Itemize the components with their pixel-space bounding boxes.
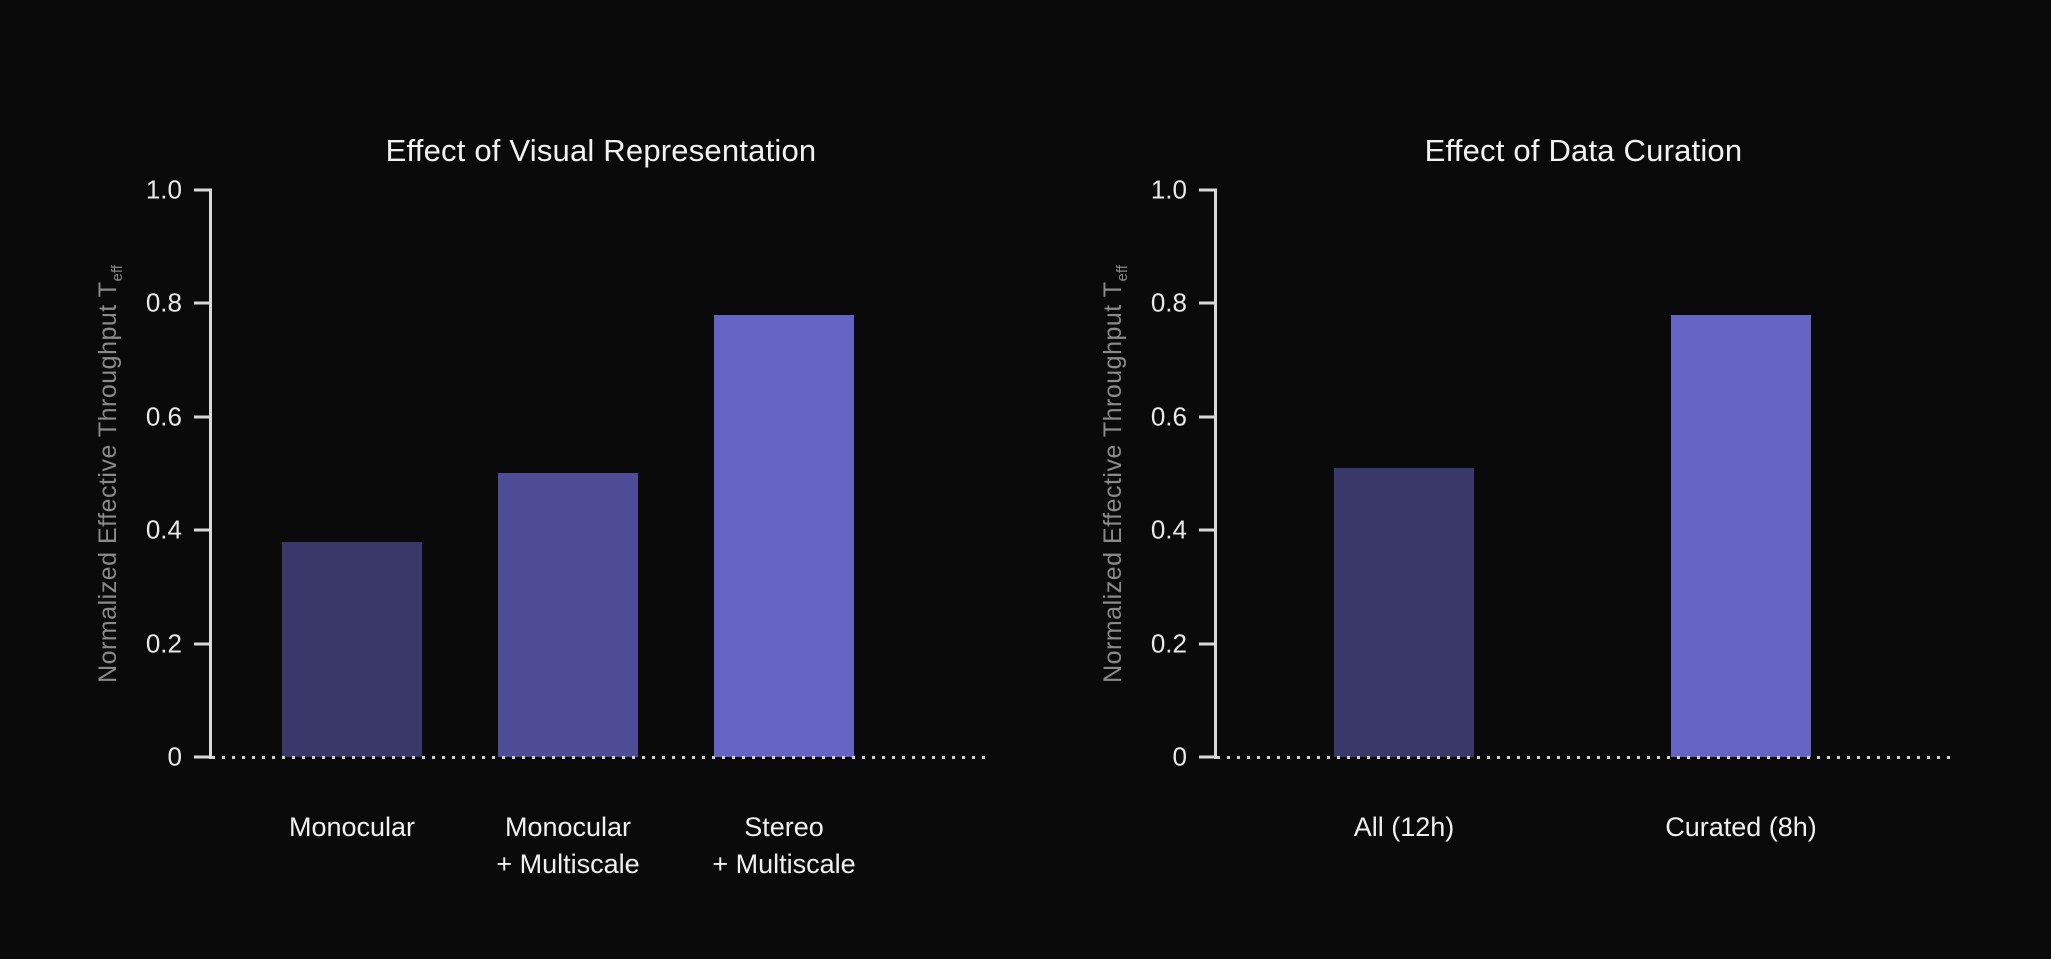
x-label-line: + Multiscale	[496, 849, 640, 879]
y-tick-label: 0.2	[145, 628, 182, 659]
chart-visual-representation: Effect of Visual Representation Normaliz…	[94, 0, 990, 959]
x-label-stereo-multiscale: Stereo + Multiscale	[624, 809, 944, 883]
x-label-line: All (12h)	[1353, 812, 1455, 842]
x-label-line: Monocular	[504, 812, 632, 842]
y-tick-mark	[1199, 301, 1217, 305]
y-tick-mark	[194, 528, 212, 532]
y-tick-label: 0.6	[145, 401, 182, 432]
y-axis-label-text: Normalized Effective Throughput T	[1099, 280, 1127, 683]
y-axis-label-text: Normalized Effective Throughput T	[94, 280, 122, 683]
bar-stereo-multiscale	[714, 315, 854, 757]
x-label-line: Monocular	[288, 812, 416, 842]
y-tick-mark	[1199, 188, 1217, 192]
y-tick-mark	[1199, 415, 1217, 419]
y-tick-label: 0	[1172, 741, 1187, 772]
y-tick-label: 0.6	[1150, 401, 1187, 432]
y-tick-label: 0.2	[1150, 628, 1187, 659]
y-tick-label: 0.4	[1150, 514, 1187, 545]
bar-monocular-multiscale	[498, 473, 638, 757]
bar-monocular	[282, 542, 422, 757]
x-label-all-12h: All (12h)	[1244, 809, 1564, 846]
y-tick-mark	[194, 755, 212, 759]
chart-title: Effect of Data Curation	[1424, 133, 1743, 168]
bar-curated-8h	[1671, 315, 1811, 757]
y-axis-line	[1214, 190, 1217, 759]
bar-all-12h	[1334, 468, 1474, 757]
plot-area: Normalized Effective Throughput Teff 1.0…	[94, 175, 990, 879]
y-axis-label: Normalized Effective Throughput Teff	[1099, 265, 1131, 683]
y-tick-label: 0.8	[1150, 287, 1187, 318]
y-tick-label: 0.8	[145, 287, 182, 318]
x-label-line: Curated (8h)	[1665, 812, 1817, 842]
y-axis-label-subscript: eff	[1114, 264, 1131, 281]
y-tick-mark	[194, 415, 212, 419]
y-tick-mark	[194, 188, 212, 192]
y-tick-mark	[194, 642, 212, 646]
x-label-line: Stereo	[744, 812, 824, 842]
x-label-monocular: Monocular	[192, 809, 512, 846]
x-label-line: + Multiscale	[712, 849, 856, 879]
y-tick-mark	[194, 301, 212, 305]
x-label-monocular-multiscale: Monocular + Multiscale	[408, 809, 728, 883]
x-label-curated-8h: Curated (8h)	[1581, 809, 1901, 846]
y-tick-label: 0.4	[145, 514, 182, 545]
plot-area: Normalized Effective Throughput Teff 1.0…	[1099, 175, 1950, 842]
y-tick-label: 1.0	[1150, 174, 1187, 205]
x-axis-baseline	[1217, 756, 1950, 759]
y-tick-label: 0	[167, 741, 182, 772]
x-axis-baseline	[212, 756, 990, 759]
chart-title: Effect of Visual Representation	[385, 133, 817, 168]
y-axis-label: Normalized Effective Throughput Teff	[94, 265, 126, 683]
chart-data-curation: Effect of Data Curation Normalized Effec…	[1099, 0, 1950, 959]
y-axis-line	[209, 190, 212, 759]
y-tick-mark	[1199, 528, 1217, 532]
y-tick-mark	[1199, 755, 1217, 759]
y-tick-mark	[1199, 642, 1217, 646]
y-axis-label-subscript: eff	[109, 264, 126, 281]
y-tick-label: 1.0	[145, 174, 182, 205]
